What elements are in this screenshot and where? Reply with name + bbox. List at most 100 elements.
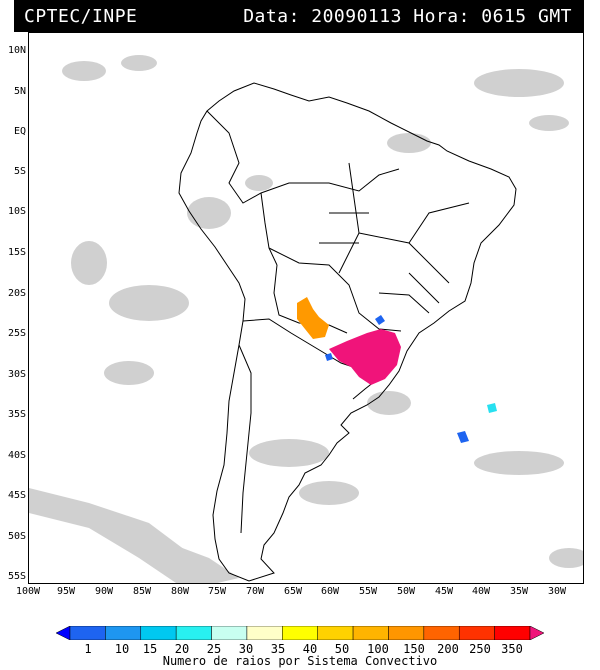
colorbar-tick-label: 30 bbox=[238, 642, 254, 656]
lat-label-15s: 15S bbox=[7, 247, 26, 258]
lon-label-80w: 80W bbox=[170, 586, 190, 597]
lat-label-40s: 40S bbox=[7, 450, 26, 461]
lon-label-35w: 35W bbox=[509, 586, 529, 597]
colorbar-segment bbox=[388, 626, 425, 640]
lightning-cluster-orange bbox=[297, 297, 329, 339]
map-canvas bbox=[29, 55, 583, 583]
lat-label-30s: 30S bbox=[7, 369, 26, 380]
cloud-patch bbox=[474, 451, 564, 475]
cloud-band bbox=[169, 543, 239, 583]
lon-label-40w: 40W bbox=[471, 586, 491, 597]
lat-label-eq: EQ bbox=[13, 126, 26, 137]
colorbar-segment bbox=[494, 626, 531, 640]
cloud-patch bbox=[187, 197, 231, 229]
lon-label-95w: 95W bbox=[56, 586, 76, 597]
lightning-cluster-cyan bbox=[487, 403, 497, 413]
colorbar-arrow-left bbox=[56, 626, 71, 640]
brazil-state-border bbox=[319, 212, 430, 314]
lon-label-50w: 50W bbox=[396, 586, 416, 597]
lon-label-100w: 100W bbox=[15, 586, 41, 597]
colorbar-segments bbox=[56, 626, 544, 640]
cloud-patch bbox=[367, 391, 411, 415]
colorbar-tick-label: 50 bbox=[334, 642, 350, 656]
lat-label-25s: 25S bbox=[7, 328, 26, 339]
colorbar-segment bbox=[105, 626, 142, 640]
colorbar-tick-label: 40 bbox=[302, 642, 318, 656]
lightning-cluster-blue bbox=[375, 315, 385, 325]
colorbar-tick-label: 1 bbox=[84, 642, 92, 656]
lat-label-20s: 20S bbox=[7, 288, 26, 299]
title-bar: CPTEC/INPE Data: 20090113 Hora: 0615 GMT bbox=[14, 0, 584, 32]
colorbar-segment bbox=[282, 626, 318, 640]
colorbar-tick-label: 350 bbox=[501, 642, 523, 656]
lon-label-65w: 65W bbox=[283, 586, 303, 597]
lat-label-50s: 50S bbox=[7, 531, 26, 542]
date-time-label: Data: 20090113 Hora: 0615 GMT bbox=[243, 6, 572, 27]
lon-label-90w: 90W bbox=[94, 586, 114, 597]
colorbar-tick-label: 250 bbox=[469, 642, 491, 656]
colorbar-arrow-right bbox=[529, 626, 544, 640]
colorbar-title: Numero de raios por Sistema Convectivo bbox=[162, 654, 438, 668]
colorbar-tick-label: 25 bbox=[206, 642, 222, 656]
colorbar-segment bbox=[211, 626, 248, 640]
lat-label-5s: 5S bbox=[13, 166, 26, 177]
lat-label-5n: 5N bbox=[13, 86, 26, 97]
colorbar-segment bbox=[317, 626, 354, 640]
cloud-patch bbox=[474, 69, 564, 97]
colorbar bbox=[56, 626, 544, 640]
brazil-state-border bbox=[338, 162, 470, 304]
colorbar-tick-label: 150 bbox=[403, 642, 425, 656]
colorbar-tick-label: 10 bbox=[114, 642, 130, 656]
lat-label-35s: 35S bbox=[7, 409, 26, 420]
lat-label-45s: 45S bbox=[7, 490, 26, 501]
cloud-patch bbox=[121, 55, 157, 71]
cloud-patch bbox=[71, 241, 107, 285]
coastline-and-borders bbox=[178, 82, 517, 582]
country-border bbox=[206, 110, 400, 204]
lon-label-55w: 55W bbox=[358, 586, 378, 597]
lon-label-70w: 70W bbox=[245, 586, 265, 597]
cloud-band bbox=[29, 488, 218, 583]
colorbar-segment bbox=[140, 626, 177, 640]
country-border bbox=[260, 192, 278, 266]
lat-label-10n: 10N bbox=[7, 45, 26, 56]
colorbar-segment bbox=[246, 626, 283, 640]
lightning-cluster-blue-ocean bbox=[457, 431, 469, 443]
colorbar-tick-label: 35 bbox=[270, 642, 286, 656]
cloud-patch bbox=[249, 439, 329, 467]
colorbar-segment bbox=[423, 626, 460, 640]
cloud-patch bbox=[109, 285, 189, 321]
lightning-cluster-blue-small bbox=[325, 353, 333, 361]
lat-label-10s: 10S bbox=[7, 206, 26, 217]
cloud-patch bbox=[549, 548, 583, 568]
colorbar-segment bbox=[69, 626, 106, 640]
cloud-patch bbox=[387, 133, 431, 153]
colorbar-tick-label: 200 bbox=[437, 642, 459, 656]
south-america-outline bbox=[178, 82, 517, 582]
lon-label-75w: 75W bbox=[207, 586, 227, 597]
country-border bbox=[238, 344, 252, 534]
colorbar-segment bbox=[352, 626, 389, 640]
lon-label-85w: 85W bbox=[132, 586, 152, 597]
lon-label-60w: 60W bbox=[320, 586, 340, 597]
cloud-patch bbox=[299, 481, 359, 505]
colorbar-tick-label: 20 bbox=[174, 642, 190, 656]
cloud-patch bbox=[245, 175, 273, 191]
lightning-cluster-pink bbox=[329, 329, 401, 385]
cloud-patch bbox=[62, 61, 106, 81]
cloud-cover bbox=[29, 55, 583, 583]
colorbar-segment bbox=[458, 626, 495, 640]
country-border bbox=[273, 264, 348, 334]
lightning-systems bbox=[297, 297, 497, 443]
cloud-patch bbox=[104, 361, 154, 385]
colorbar-tick-label: 15 bbox=[142, 642, 158, 656]
colorbar-tick-label: 100 bbox=[367, 642, 389, 656]
country-border bbox=[268, 247, 402, 332]
colorbar-segment bbox=[175, 626, 212, 640]
lon-label-45w: 45W bbox=[434, 586, 454, 597]
lon-label-30w: 30W bbox=[547, 586, 567, 597]
source-title: CPTEC/INPE bbox=[24, 6, 138, 27]
map-frame bbox=[28, 32, 584, 584]
lat-label-55s: 55S bbox=[7, 571, 26, 582]
cloud-patch bbox=[529, 115, 569, 131]
